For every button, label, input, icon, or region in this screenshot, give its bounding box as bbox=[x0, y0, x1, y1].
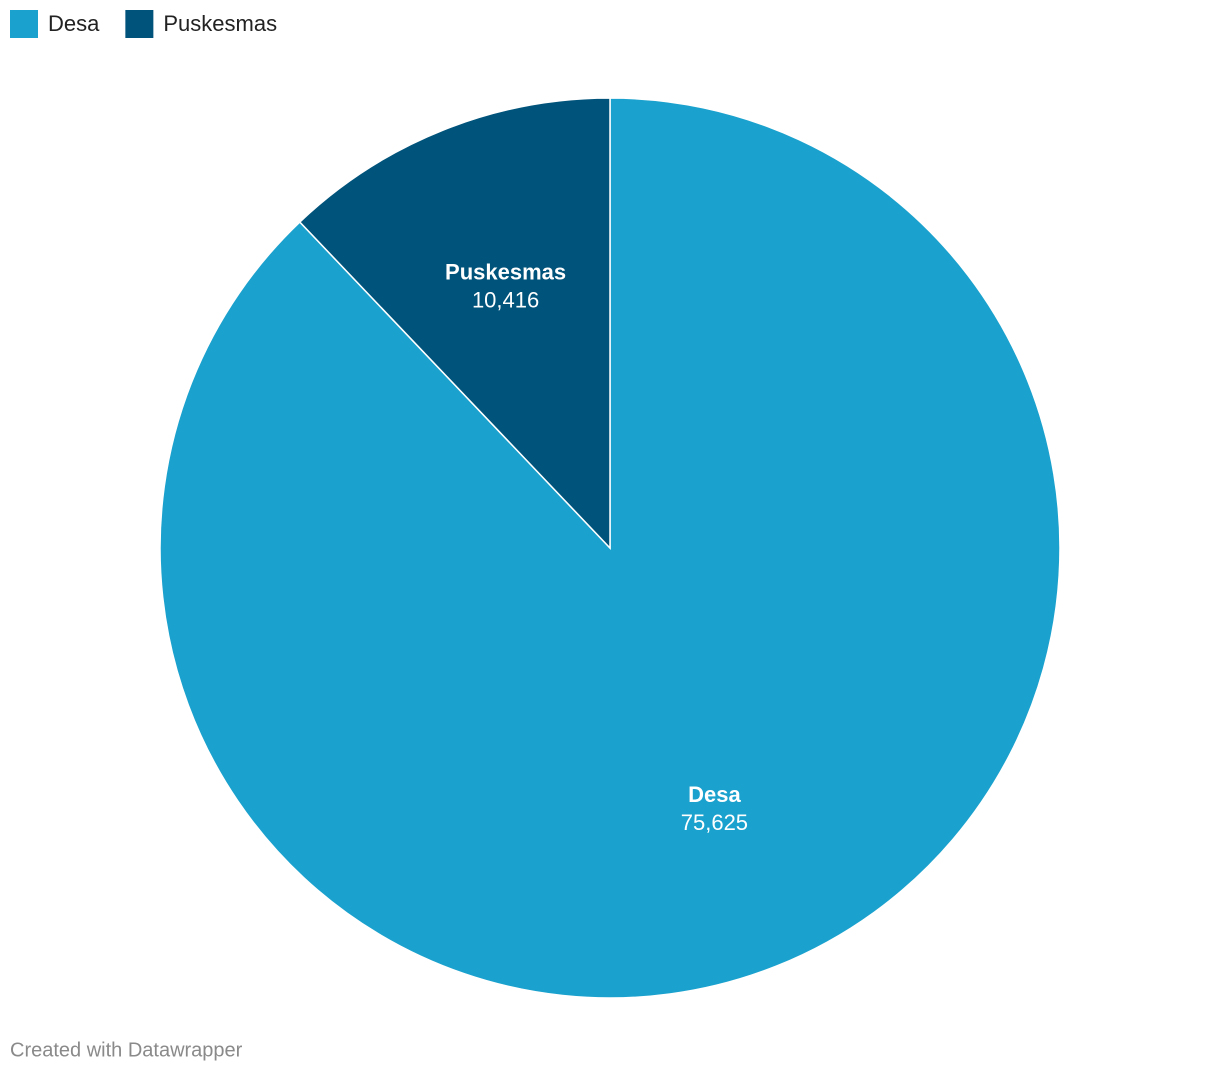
legend-swatch bbox=[10, 10, 38, 38]
legend-label: Desa bbox=[48, 11, 100, 36]
credit: Created with Datawrapper bbox=[10, 1039, 243, 1061]
slice-value: 75,625 bbox=[681, 810, 748, 835]
pie-slice bbox=[298, 97, 611, 550]
slice-label: Desa bbox=[688, 782, 741, 807]
legend-swatch bbox=[125, 10, 154, 38]
slice-label: Puskesmas bbox=[445, 260, 566, 285]
legend-label: Puskesmas bbox=[163, 11, 277, 36]
slice-value: 10,416 bbox=[472, 288, 539, 313]
